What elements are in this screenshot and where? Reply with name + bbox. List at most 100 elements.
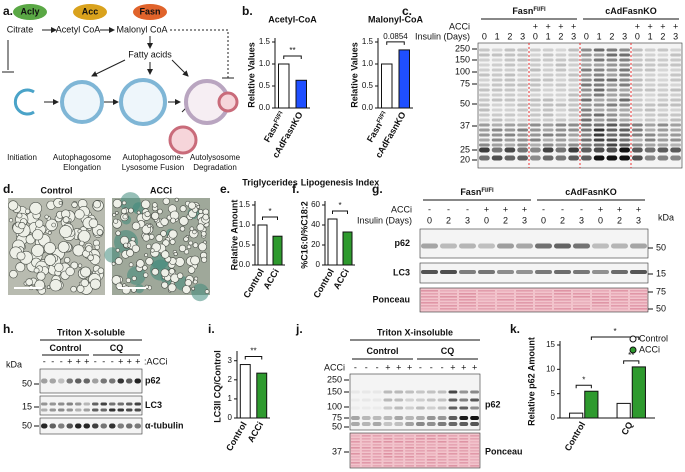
ponceau-stain [592,308,609,310]
micrograph [104,192,210,302]
band [657,48,669,52]
band [593,73,605,77]
band [530,123,541,127]
band [644,138,656,142]
band [491,48,503,52]
group-superscript: Fl/Fl [481,188,494,194]
ponceau-stain [440,302,457,304]
band [437,398,447,402]
band [619,155,630,161]
ponceau-stain [394,444,404,446]
ponceau-stain [573,302,590,304]
band [619,88,630,92]
lipid-droplet [85,245,93,253]
band [92,378,99,384]
fatty-acids: Fatty acids [128,49,172,59]
band [394,416,404,420]
band [100,408,107,412]
band [619,53,630,57]
band [394,406,404,410]
lipid-droplet [192,242,199,248]
band [632,73,643,77]
bar [257,224,268,266]
ponceau-stain [448,444,458,446]
band [593,88,605,92]
band [581,103,592,107]
band [58,378,65,384]
band [517,155,528,161]
ponceau-stain [416,444,425,446]
band [491,103,503,107]
band [459,390,469,394]
lane-label: - [542,204,545,214]
lane-label: - [51,356,54,366]
lipid-droplet [162,197,170,205]
lipid-droplet [136,259,145,268]
lipid-droplet [150,248,155,253]
lane-label: 0 [482,31,487,41]
lane-label: 1 [597,31,602,41]
band [632,48,643,52]
ponceau-stain [361,459,371,461]
band [394,390,404,394]
lipid-droplet [145,257,154,266]
ponceau-stain [437,447,447,449]
band [542,118,554,122]
band [134,402,141,406]
y-tick-label: 1.0 [362,59,374,68]
ponceau-stain [470,438,479,440]
band [504,83,516,87]
band [619,68,630,72]
ponceau-stain [459,305,476,307]
band [351,390,360,394]
ponceau-stain [394,453,404,455]
lipid-droplet [144,211,151,218]
bar [569,412,584,419]
band [593,133,605,137]
band [516,270,533,274]
band [670,113,681,117]
band [581,108,592,112]
y-tick-label: 1.0 [259,59,271,68]
micrograph [8,197,105,295]
ponceau-stain [426,444,436,446]
band [530,48,541,52]
y-tick-label: 0 [551,413,556,422]
ponceau-stain [573,290,590,292]
band [504,88,516,92]
band [670,53,681,57]
significance-bracket [244,356,263,360]
ponceau-stain [372,441,382,443]
band [530,63,541,67]
chart-title: Lipogenesis Index [301,177,380,187]
band [504,78,516,82]
lipid-droplet [131,275,137,281]
band [606,78,618,82]
band [630,270,647,274]
band [581,83,592,87]
image-label: Control [41,185,73,195]
enzyme-label: Acly [20,6,39,16]
band [644,83,656,87]
band [372,406,382,410]
band [593,128,605,132]
y-tick-label: 1.5 [259,37,271,46]
y-axis-label: LC3II CQ/Control [212,350,222,423]
band [555,103,567,107]
mw-label: 100 [327,401,342,411]
lipid-droplet [174,197,179,202]
y-tick-label: 0.5 [259,81,271,90]
band [530,133,541,137]
band [530,147,541,153]
lipid-droplet [44,254,57,266]
band [383,398,393,402]
band [542,58,554,62]
band [568,138,579,142]
band [530,58,541,62]
ponceau-stain [459,296,476,298]
band [517,147,528,153]
y-tick-label: 15 [546,340,555,349]
band [517,78,528,82]
band [491,118,503,122]
lane-label: - [365,362,368,372]
